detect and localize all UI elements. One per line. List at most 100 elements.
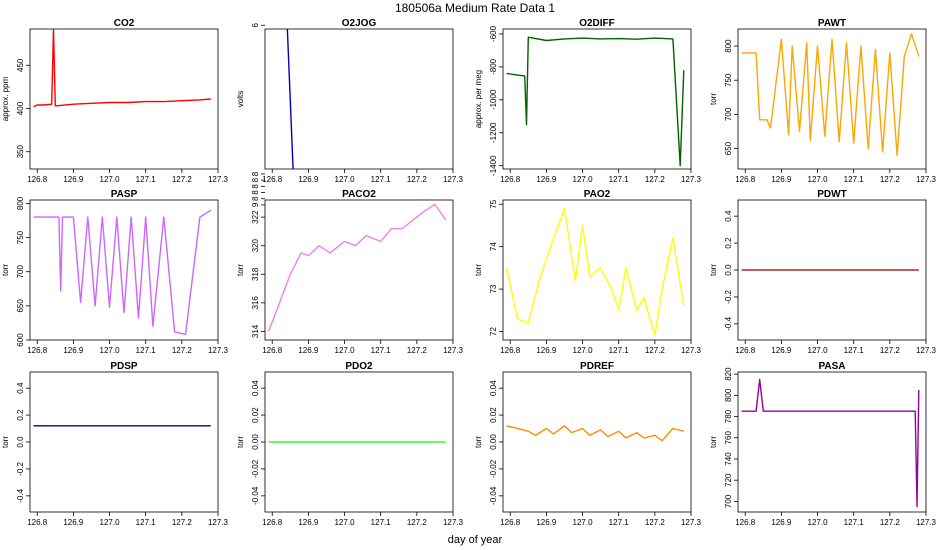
y-tick-label: 0.04 bbox=[251, 380, 260, 396]
x-tick-label: 126.9 bbox=[771, 175, 792, 184]
x-tick-label: 127.3 bbox=[916, 518, 937, 527]
x-tick-label: 126.8 bbox=[27, 346, 48, 355]
series-line-co2 bbox=[33, 29, 211, 108]
x-tick-label: 126.9 bbox=[536, 175, 557, 184]
y-tick-label: -0.4 bbox=[724, 316, 733, 330]
y-tick-label: 73 bbox=[489, 284, 498, 293]
series-line-pasp bbox=[33, 209, 212, 336]
panel-title: PDO2 bbox=[345, 361, 373, 372]
y-tick-label: 0.02 bbox=[251, 407, 260, 423]
x-tick-label: 127.0 bbox=[335, 175, 356, 184]
panel-pao2: PAO2 torr 126.8 126.9 127.0 127.1 127.2 127.3 72… bbox=[474, 189, 702, 355]
y-tick-label: 720 bbox=[724, 473, 733, 487]
x-tick-label: 127.3 bbox=[916, 175, 937, 184]
y-tick-label: -1200 bbox=[489, 122, 498, 143]
y-axis-label: approx. per meg bbox=[474, 70, 483, 128]
x-tick-label: 127.3 bbox=[208, 175, 229, 184]
panel-pdo2: PDO2 torr 126.8 126.9 127.0 127.1 127.2 127.3 -0… bbox=[236, 361, 464, 527]
y-tick-label: -1000 bbox=[489, 89, 498, 110]
plot-frame bbox=[502, 199, 692, 341]
y-tick-label: 650 bbox=[724, 141, 733, 155]
x-tick-label: 127.1 bbox=[371, 518, 392, 527]
y-tick-label: 8 bbox=[251, 184, 260, 189]
series-line-pawt bbox=[741, 33, 920, 157]
y-tick-label: -0.2 bbox=[724, 289, 733, 303]
y-tick-label: 400 bbox=[16, 101, 25, 115]
x-tick-label: 127.2 bbox=[172, 175, 193, 184]
panel-title: PASA bbox=[818, 361, 845, 372]
x-tick-label: 127.1 bbox=[844, 175, 865, 184]
y-tick-label: 700 bbox=[724, 494, 733, 508]
panel-pasp: PASP torr 126.8 126.9 127.0 127.1 127.2 127.3 60… bbox=[1, 189, 229, 355]
y-tick-label: 750 bbox=[16, 230, 25, 244]
series-line-pdref bbox=[506, 425, 684, 442]
y-tick-label: 0.4 bbox=[16, 382, 25, 394]
x-tick-label: 127.2 bbox=[407, 346, 428, 355]
x-tick-label: 126.8 bbox=[262, 346, 283, 355]
x-tick-label: 127.0 bbox=[100, 175, 121, 184]
x-tick-label: 127.2 bbox=[172, 346, 193, 355]
x-tick-label: 126.8 bbox=[27, 518, 48, 527]
panel-title: O2DIFF bbox=[579, 18, 615, 29]
figure-title: 180506a Medium Rate Data 1 bbox=[395, 1, 555, 15]
y-axis-label: torr bbox=[1, 436, 10, 448]
x-tick-label: 126.8 bbox=[500, 346, 521, 355]
x-tick-label: 127.2 bbox=[880, 175, 901, 184]
x-tick-label: 127.3 bbox=[208, 518, 229, 527]
y-tick-label: 0.4 bbox=[724, 210, 733, 222]
y-tick-label: 750 bbox=[724, 73, 733, 87]
x-tick-label: 127.0 bbox=[573, 175, 594, 184]
x-tick-label: 126.9 bbox=[298, 175, 319, 184]
plot-frame bbox=[264, 199, 454, 341]
y-tick-label: 0.0 bbox=[724, 264, 733, 276]
x-tick-label: 127.0 bbox=[100, 346, 121, 355]
x-tick-label: 127.1 bbox=[371, 346, 392, 355]
x-tick-label: 127.3 bbox=[681, 518, 702, 527]
panel-o2jog: O2JOG volts 126.8 126.9 127.0 127.1 127.2 127.3… bbox=[236, 18, 464, 207]
y-tick-label: 0.04 bbox=[489, 380, 498, 396]
panel-pdwt: PDWT torr 126.8 126.9 127.0 127.1 127.2 127.3 -0… bbox=[709, 189, 937, 355]
x-tick-label: 126.9 bbox=[536, 518, 557, 527]
x-tick-label: 126.8 bbox=[735, 346, 756, 355]
panel-title: PDSP bbox=[110, 361, 138, 372]
series-line-pao2 bbox=[505, 207, 685, 337]
y-tick-label: 320 bbox=[251, 238, 260, 252]
y-tick-label: 0.2 bbox=[16, 409, 25, 421]
x-tick-label: 126.8 bbox=[500, 175, 521, 184]
panel-title: PDREF bbox=[580, 361, 614, 372]
y-tick-label: 0.02 bbox=[489, 407, 498, 423]
x-tick-label: 127.1 bbox=[136, 518, 157, 527]
y-tick-label: 8 bbox=[251, 171, 260, 176]
y-tick-label: 314 bbox=[251, 324, 260, 338]
x-tick-label: 127.1 bbox=[371, 175, 392, 184]
panel-title: PDWT bbox=[817, 189, 846, 200]
y-tick-label: 800 bbox=[16, 196, 25, 210]
x-tick-label: 127.1 bbox=[609, 346, 630, 355]
y-tick-label: -0.02 bbox=[251, 459, 260, 478]
panel-o2diff: O2DIFF approx. per meg 126.8 126.9 127.0 127.… bbox=[474, 18, 702, 184]
y-tick-label: 75 bbox=[489, 199, 498, 208]
x-tick-label: 127.3 bbox=[681, 346, 702, 355]
x-tick-label: 126.9 bbox=[771, 518, 792, 527]
panel-pdsp: PDSP torr 126.8 126.9 127.0 127.1 127.2 127.3 -0… bbox=[1, 361, 229, 527]
x-tick-label: 127.3 bbox=[443, 346, 464, 355]
y-axis-label: torr bbox=[1, 264, 10, 276]
y-tick-label: 72 bbox=[489, 327, 498, 336]
plot-frame bbox=[737, 371, 927, 513]
y-tick-label: 8 bbox=[251, 177, 260, 182]
y-tick-label: 650 bbox=[16, 299, 25, 313]
y-axis-label: torr bbox=[709, 436, 718, 448]
x-tick-label: 127.0 bbox=[335, 346, 356, 355]
y-tick-label: -0.04 bbox=[489, 486, 498, 505]
x-tick-label: 127.2 bbox=[645, 346, 666, 355]
x-tick-label: 126.9 bbox=[298, 518, 319, 527]
x-tick-label: 126.9 bbox=[63, 518, 84, 527]
x-tick-label: 127.2 bbox=[645, 518, 666, 527]
y-tick-label: 74 bbox=[489, 242, 498, 251]
plot-frame bbox=[502, 28, 692, 170]
y-tick-label: -0.02 bbox=[489, 459, 498, 478]
plot-frame bbox=[264, 28, 454, 170]
x-tick-label: 126.9 bbox=[771, 346, 792, 355]
x-tick-label: 127.0 bbox=[573, 518, 594, 527]
